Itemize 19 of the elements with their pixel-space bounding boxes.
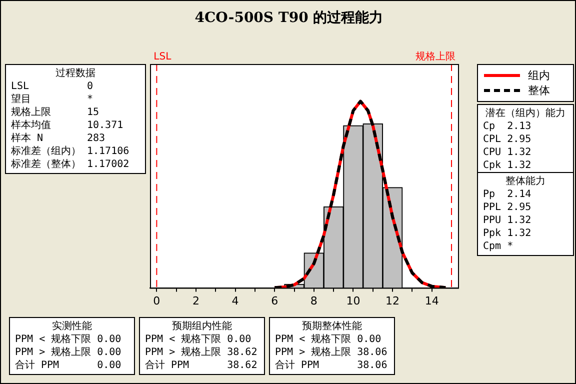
ref-line-label: LSL bbox=[154, 52, 172, 63]
text: 实测性能 PPM < 规格下限 0.00 PPM > 规格上限 0.00 合计 PPM 0.00 bbox=[15, 321, 122, 371]
legend-label: 组内 bbox=[528, 68, 550, 83]
chart-title: 4CO-500S T90 的过程能力 bbox=[194, 9, 384, 27]
text: 预期组内性能 PPM < 规格下限 0.00 PPM > 规格上限 38.62 合计 PPM 38.62 bbox=[145, 321, 258, 371]
x-tick-label: 14 bbox=[424, 294, 439, 308]
ref-line-label: 规格上限 bbox=[416, 50, 456, 63]
x-tick-label: 6 bbox=[271, 294, 278, 308]
x-tick-label: 0 bbox=[153, 294, 160, 308]
text: 潜在（组内）能力 Cp 2.13 CPL 2.95 CPU 1.32 Cpk 1.32 bbox=[483, 108, 566, 171]
text: 预期整体性能 PPM < 规格下限 0.00 PPM > 规格上限 38.06 合计 PPM 38.06 bbox=[275, 321, 388, 371]
x-tick-label: 12 bbox=[386, 294, 400, 308]
x-tick-label: 8 bbox=[310, 294, 318, 308]
x-tick-label: 10 bbox=[346, 294, 360, 308]
legend-label: 整体 bbox=[528, 83, 550, 98]
x-tick-label: 4 bbox=[232, 294, 239, 308]
text: 整体能力 Pp 2.14 PPL 2.95 PPU 1.32 Ppk 1.32 Cpm * bbox=[483, 176, 546, 252]
text: 过程数据 LSL 0 望目 * 规格上限 15 样本均值 10.371 样本 N 283 标准差（组内） 1.17106 标准差（整体） 1.17002 bbox=[11, 68, 130, 170]
x-tick-label: 2 bbox=[192, 294, 200, 308]
